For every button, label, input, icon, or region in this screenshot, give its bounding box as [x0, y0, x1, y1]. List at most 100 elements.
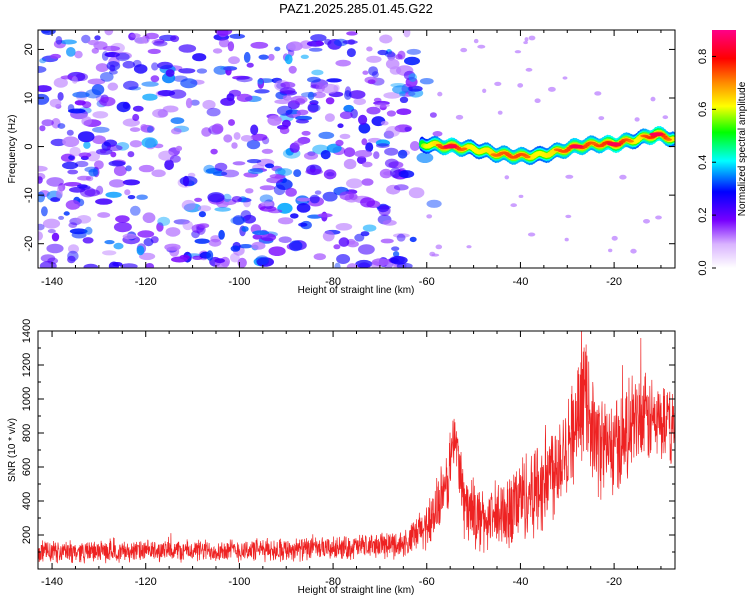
y-tick-label: 1000 — [21, 387, 33, 411]
noise-blob — [51, 232, 60, 242]
noise-blob — [619, 174, 627, 180]
noise-blob — [279, 87, 296, 95]
noise-blob — [194, 197, 203, 202]
noise-blob — [67, 255, 76, 264]
noise-blob — [288, 65, 297, 74]
noise-blob — [355, 259, 373, 268]
noise-blob — [62, 136, 80, 147]
noise-blob — [374, 103, 390, 108]
noise-blob — [113, 242, 124, 250]
noise-blob — [41, 30, 56, 35]
noise-blob — [230, 252, 240, 263]
noise-blob — [314, 190, 322, 195]
noise-blob — [398, 91, 406, 97]
noise-blob — [75, 160, 89, 168]
noise-blob — [282, 95, 292, 101]
noise-blob — [497, 110, 503, 115]
noise-blob — [245, 188, 254, 194]
noise-blob — [383, 130, 395, 139]
noise-blob — [399, 96, 409, 104]
noise-blob — [260, 201, 273, 207]
noise-blob — [194, 238, 210, 244]
noise-blob — [147, 48, 161, 55]
noise-blob — [231, 142, 238, 149]
x-tick-label: -120 — [135, 276, 157, 288]
noise-blob — [397, 149, 408, 159]
noise-blob — [164, 159, 175, 171]
ridge-peak — [443, 144, 458, 149]
noise-blob — [115, 52, 130, 62]
noise-blob — [268, 246, 286, 256]
noise-blob — [362, 224, 377, 232]
x-tick-label: -80 — [325, 276, 341, 288]
noise-blob — [178, 44, 197, 53]
noise-blob — [280, 81, 296, 89]
noise-blob — [393, 251, 400, 258]
ridge-segment — [461, 147, 468, 151]
noise-blob — [393, 233, 410, 238]
noise-blob — [130, 205, 141, 216]
noise-blob — [151, 62, 159, 71]
noise-blob — [528, 35, 536, 41]
noise-blob — [88, 168, 99, 177]
noise-blob — [75, 73, 89, 81]
noise-blob — [383, 92, 402, 99]
noise-blob — [157, 216, 171, 226]
noise-blob — [228, 119, 235, 126]
noise-blob — [58, 215, 65, 220]
noise-blob — [69, 146, 81, 157]
noise-blob — [182, 220, 194, 231]
noise-blob — [129, 127, 141, 132]
noise-blob — [650, 96, 656, 102]
colorbar-label: Normalized spectral amplitude — [737, 81, 748, 216]
ridge-segment — [665, 138, 672, 141]
noise-blob — [367, 79, 376, 85]
y-tick-label: 800 — [21, 424, 33, 442]
noise-blob — [460, 47, 468, 53]
y-tick-label: -10 — [23, 187, 35, 203]
noise-blob — [82, 101, 92, 109]
noise-blob — [408, 73, 417, 82]
noise-blob — [342, 40, 358, 45]
x-tick-label: -60 — [419, 276, 435, 288]
noise-blob — [348, 90, 366, 99]
noise-blob — [322, 230, 335, 242]
noise-blob — [379, 168, 393, 179]
noise-blob — [358, 122, 371, 134]
heatmap-y-label: Frequency (Hz) — [7, 115, 18, 184]
noise-blob — [92, 111, 109, 119]
noise-blob — [358, 114, 368, 125]
figure-title: PAZ1.2025.285.01.45.G22 — [279, 1, 433, 16]
noise-blob — [138, 164, 155, 173]
colorbar-ticks: 0.0 0.2 0.4 0.6 0.8 — [697, 49, 716, 276]
heatmap-signal-ridge — [418, 126, 675, 166]
noise-blob — [565, 174, 574, 179]
noise-blob — [339, 191, 355, 201]
noise-blob — [335, 59, 352, 67]
noise-blob — [254, 89, 270, 94]
noise-blob — [242, 214, 256, 224]
noise-blob — [41, 206, 48, 217]
noise-blob — [63, 182, 82, 187]
noise-blob — [378, 205, 391, 217]
noise-blob — [233, 132, 241, 140]
noise-blob — [87, 39, 100, 46]
noise-blob — [333, 244, 341, 250]
y-tick-label: -20 — [23, 236, 35, 252]
noise-blob — [230, 245, 241, 252]
noise-blob — [130, 33, 141, 38]
noise-blob — [368, 66, 379, 76]
noise-blob — [284, 54, 293, 65]
noise-blob — [392, 85, 410, 94]
noise-blob — [87, 78, 106, 85]
noise-blob — [298, 222, 308, 227]
x-tick-label: -80 — [325, 576, 341, 588]
noise-blob — [198, 211, 206, 218]
noise-blob — [295, 119, 309, 124]
noise-blob — [426, 199, 442, 208]
noise-blob — [38, 165, 48, 172]
noise-blob — [310, 34, 327, 42]
noise-blob — [38, 223, 45, 231]
noise-blob — [171, 256, 188, 263]
